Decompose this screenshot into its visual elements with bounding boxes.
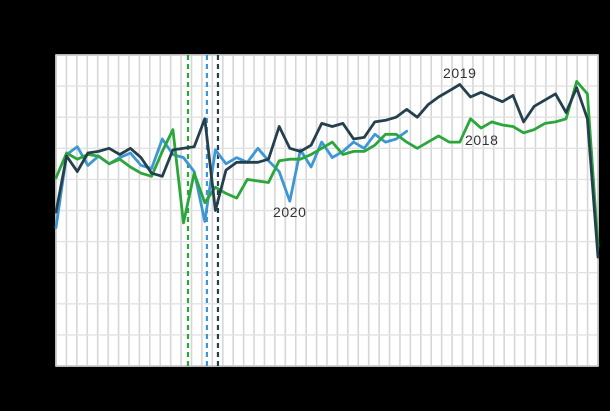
series-label-2018: 2018 bbox=[465, 132, 499, 148]
series-label-2019: 2019 bbox=[443, 65, 477, 81]
series-label-2020: 2020 bbox=[273, 204, 307, 220]
